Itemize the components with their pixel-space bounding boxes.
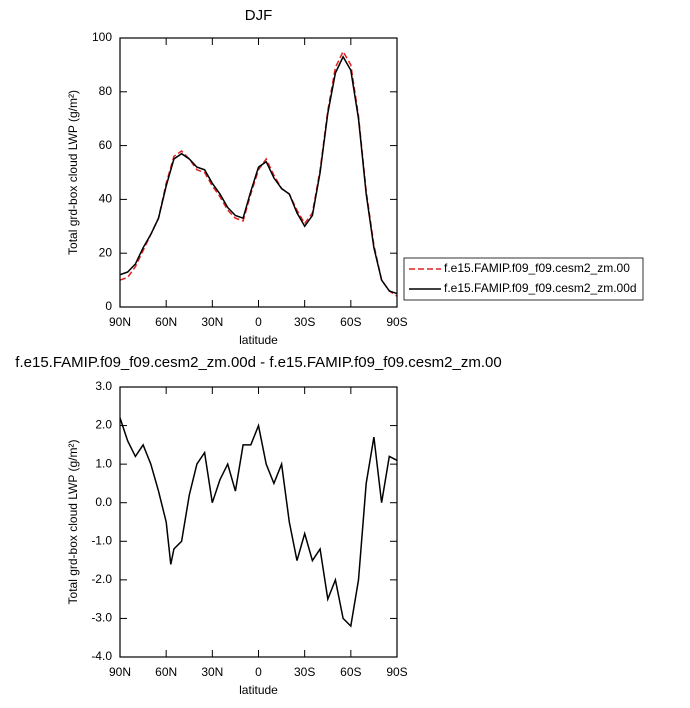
y-axis-label: Total grd-box cloud LWP (g/m²)	[66, 440, 80, 605]
x-tick-label: 60N	[155, 665, 177, 679]
line	[119, 55, 398, 295]
y-tick-label: 3.0	[95, 379, 112, 393]
y-tick-label: -1.0	[91, 533, 112, 547]
x-tick-label: 30N	[201, 315, 223, 329]
x-tick-label: 90S	[386, 665, 407, 679]
line	[119, 417, 398, 628]
x-tick-label: 90S	[386, 315, 407, 329]
x-tick-label: 60S	[340, 665, 361, 679]
x-tick-label: 0	[255, 665, 262, 679]
y-tick-label: -3.0	[91, 611, 112, 625]
x-axis-label: latitude	[239, 683, 278, 697]
plot-frame	[119, 386, 398, 658]
x-tick-label: 0	[255, 315, 262, 329]
y-tick-label: 40	[99, 192, 113, 206]
y-tick-label: 0.0	[95, 495, 112, 509]
legend-label: f.e15.FAMIP.f09_f09.cesm2_zm.00	[444, 261, 630, 275]
y-tick-label: 80	[99, 84, 113, 98]
line	[119, 49, 398, 297]
x-tick-label: 30S	[294, 315, 315, 329]
y-tick-label: 0	[105, 299, 112, 313]
y-tick-label: 100	[92, 30, 112, 44]
y-tick-label: 1.0	[95, 456, 112, 470]
y-axis-label: Total grd-box cloud LWP (g/m²)	[66, 90, 80, 255]
y-tick-label: 20	[99, 245, 113, 259]
chart-title: f.e15.FAMIP.f09_f09.cesm2_zm.00d - f.e15…	[15, 354, 501, 371]
legend-label: f.e15.FAMIP.f09_f09.cesm2_zm.00d	[444, 281, 637, 295]
x-tick-label: 30S	[294, 665, 315, 679]
x-tick-label: 60S	[340, 315, 361, 329]
x-tick-label: 90N	[109, 315, 131, 329]
y-tick-label: 2.0	[95, 418, 112, 432]
y-tick-label: -4.0	[91, 649, 112, 663]
chart-title: DJF	[245, 7, 273, 24]
y-tick-label: 60	[99, 138, 113, 152]
legend-box	[403, 257, 644, 301]
x-tick-label: 30N	[201, 665, 223, 679]
x-tick-label: 90N	[109, 665, 131, 679]
plot-frame	[119, 37, 398, 308]
y-tick-label: -2.0	[91, 572, 112, 586]
x-tick-label: 60N	[155, 315, 177, 329]
x-axis-label: latitude	[239, 333, 278, 347]
